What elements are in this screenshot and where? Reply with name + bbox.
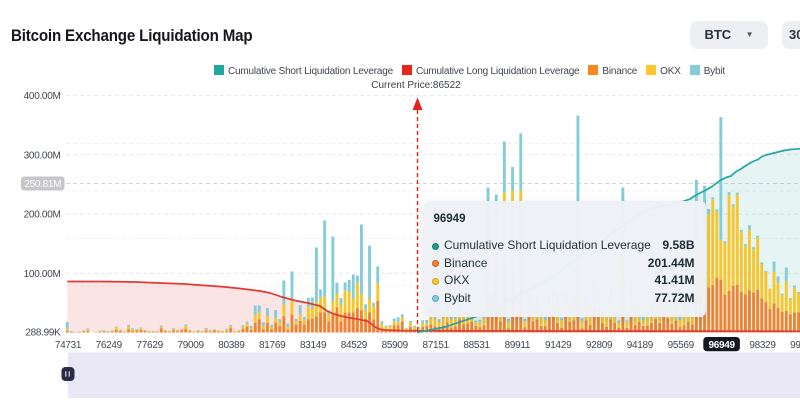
svg-text:288.99K: 288.99K: [25, 328, 61, 339]
svg-text:77629: 77629: [137, 340, 164, 351]
svg-text:300.00M: 300.00M: [24, 150, 61, 161]
svg-text:87151: 87151: [423, 340, 450, 351]
svg-text:81769: 81769: [259, 340, 286, 351]
svg-text:84529: 84529: [341, 340, 368, 351]
svg-text:250.81M: 250.81M: [24, 179, 61, 190]
svg-text:91429: 91429: [545, 340, 572, 351]
svg-text:99709: 99709: [790, 340, 800, 351]
svg-text:94189: 94189: [627, 340, 654, 351]
svg-text:96949: 96949: [708, 340, 735, 351]
svg-text:88531: 88531: [463, 340, 490, 351]
svg-text:74731: 74731: [55, 340, 82, 351]
svg-text:98329: 98329: [749, 340, 776, 351]
svg-text:100.00M: 100.00M: [24, 269, 61, 280]
svg-text:79009: 79009: [177, 340, 204, 351]
svg-text:76249: 76249: [96, 340, 123, 351]
svg-text:92809: 92809: [586, 340, 613, 351]
svg-text:200.00M: 200.00M: [24, 210, 61, 221]
svg-text:89911: 89911: [505, 340, 531, 351]
svg-text:400.00M: 400.00M: [24, 91, 61, 102]
svg-text:95569: 95569: [668, 340, 695, 351]
svg-text:83149: 83149: [300, 340, 327, 351]
svg-text:85909: 85909: [382, 340, 409, 351]
svg-text:80389: 80389: [218, 340, 245, 351]
